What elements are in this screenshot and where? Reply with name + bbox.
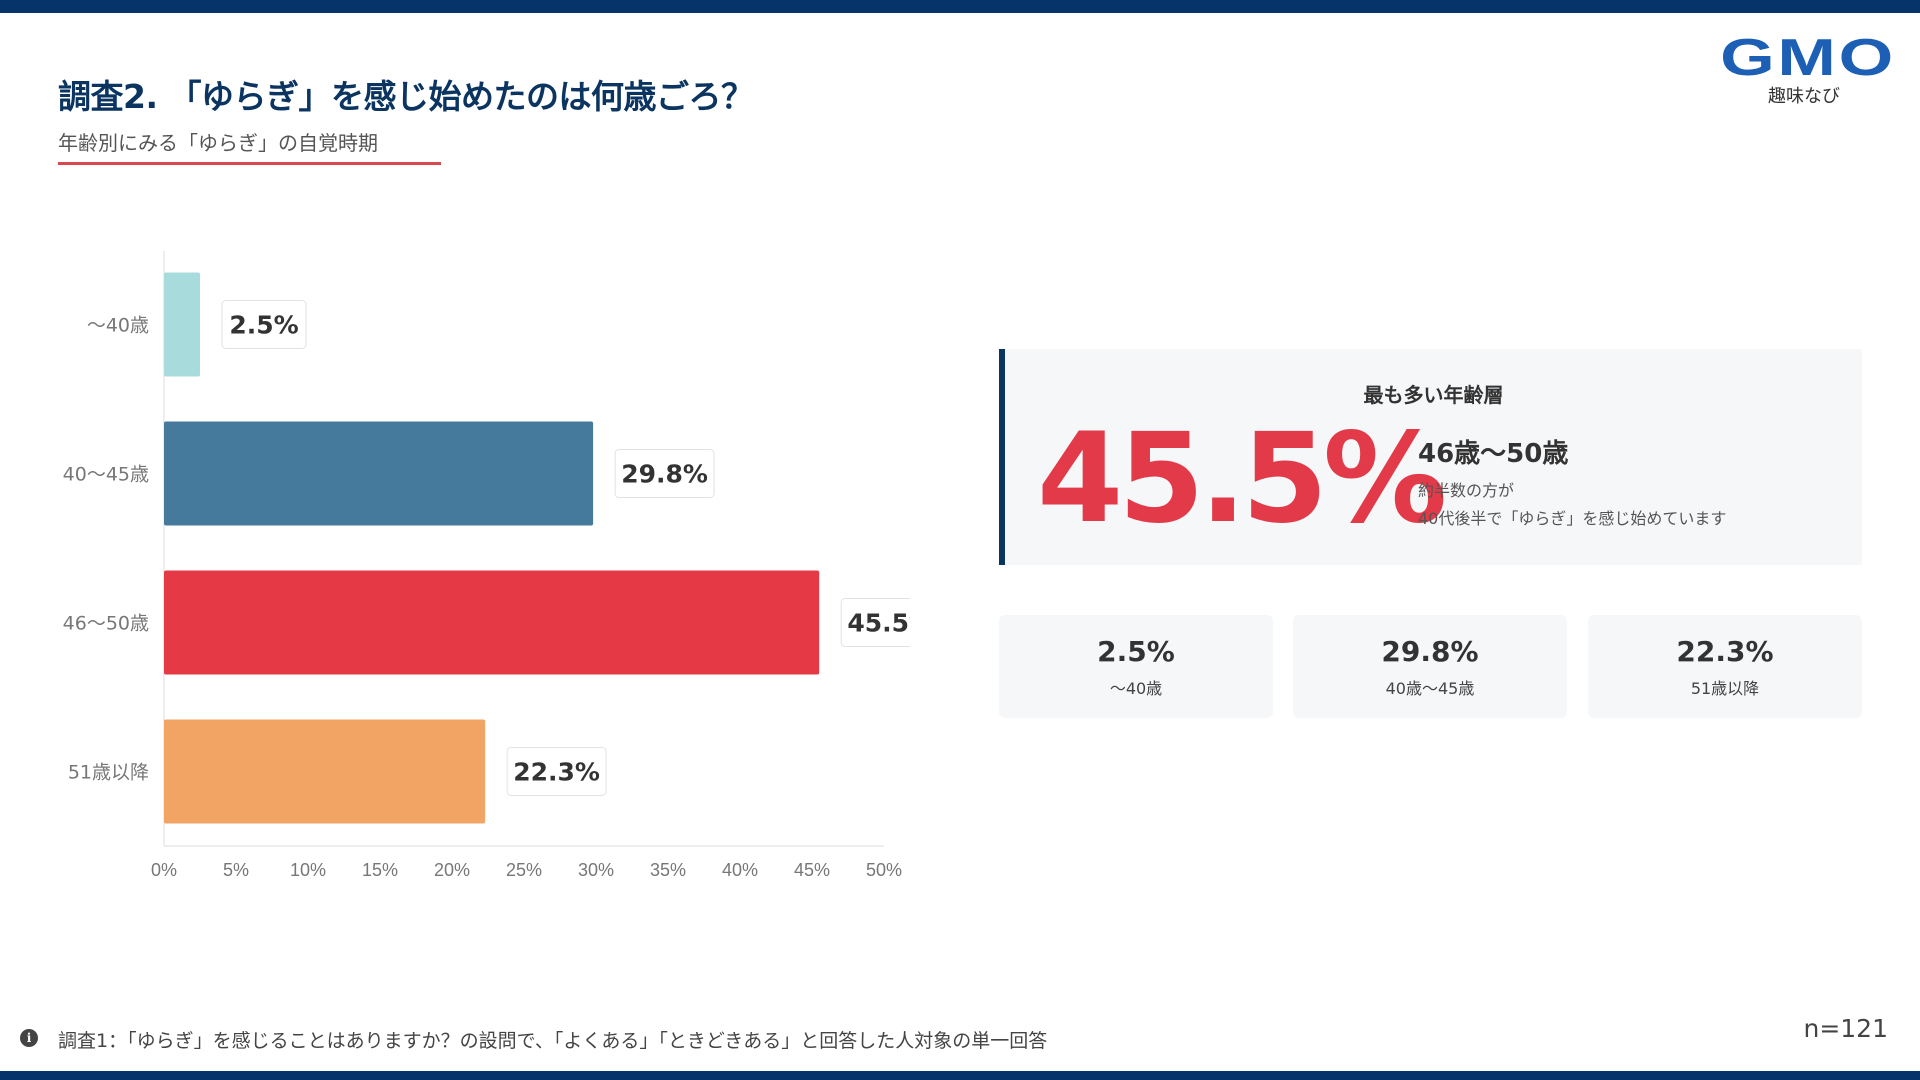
bar <box>164 719 486 824</box>
bar <box>164 421 594 526</box>
summary-value: 2.5% <box>1097 635 1175 668</box>
x-tick-label: 25% <box>506 860 542 880</box>
x-tick-label: 35% <box>650 860 686 880</box>
x-tick-label: 45% <box>794 860 830 880</box>
category-label: ～40歳 <box>87 315 149 337</box>
sample-size: n=121 <box>1803 1014 1888 1043</box>
gmo-logo: GMO 趣味なび <box>1708 32 1908 107</box>
footnote: 調査1：「ゆらぎ」を感じることはありますか？の設問で、「よくある」「ときどきある… <box>58 1030 1048 1052</box>
x-tick-label: 15% <box>362 860 398 880</box>
info-icon: i <box>20 1029 38 1047</box>
highlight-card: 最も多い年齢層 45.5% 46歳〜50歳 約半数の方が 40代後半で「ゆらぎ」… <box>999 349 1862 565</box>
category-label: 51歳以降 <box>68 762 149 784</box>
category-label: 40～45歳 <box>63 464 149 486</box>
highlight-desc-1: 約半数の方が <box>1418 481 1515 500</box>
logo-subtext: 趣味なび <box>1768 86 1840 107</box>
x-tick-label: 5% <box>223 860 249 880</box>
data-label-box <box>614 449 715 498</box>
data-label-box <box>840 598 910 647</box>
page-subtitle: 年齢別にみる「ゆらぎ」の自覚時期 <box>58 131 378 155</box>
summary-card: 29.8% 40歳～45歳 <box>1293 615 1567 718</box>
x-tick-label: 10% <box>290 860 326 880</box>
subtitle-underline <box>58 162 441 165</box>
data-label: 22.3% <box>513 758 600 787</box>
summary-value: 22.3% <box>1676 635 1774 668</box>
data-label-box <box>506 747 607 796</box>
summary-label: ～40歳 <box>1109 679 1163 698</box>
summary-value: 29.8% <box>1381 635 1479 668</box>
x-tick-label: 0% <box>151 860 177 880</box>
x-tick-label: 30% <box>578 860 614 880</box>
highlight-desc-2: 40代後半で「ゆらぎ」を感じ始めています <box>1418 509 1727 528</box>
top-bar <box>0 0 1920 13</box>
page-title: 調査2. 「ゆらぎ」を感じ始めたのは何歳ごろ？ <box>58 77 754 116</box>
bottom-bar <box>0 1071 1920 1080</box>
x-tick-label: 20% <box>434 860 470 880</box>
bar <box>164 272 200 377</box>
logo-brand: GMO <box>1720 29 1896 87</box>
summary-card: 2.5% ～40歳 <box>999 615 1273 718</box>
summary-label: 40歳～45歳 <box>1385 679 1475 698</box>
x-tick-label: 50% <box>866 860 902 880</box>
summary-card: 22.3% 51歳以降 <box>1588 615 1862 718</box>
bar <box>164 570 820 675</box>
data-label: 2.5% <box>229 311 298 340</box>
bar-chart: ～40歳 2.5% 40～45歳 29.8% 46～50歳 45.5% 51歳以降 22.3%… <box>63 251 910 880</box>
summary-label: 51歳以降 <box>1690 679 1760 698</box>
category-label: 46～50歳 <box>63 613 149 635</box>
x-tick-label: 40% <box>722 860 758 880</box>
highlight-heading: 最も多い年齢層 <box>1363 383 1504 407</box>
highlight-range: 46歳〜50歳 <box>1418 439 1569 469</box>
data-label-box <box>221 300 307 349</box>
data-label: 45.5% <box>847 609 910 638</box>
highlight-value: 45.5% <box>1037 407 1447 551</box>
data-label: 29.8% <box>621 460 708 489</box>
